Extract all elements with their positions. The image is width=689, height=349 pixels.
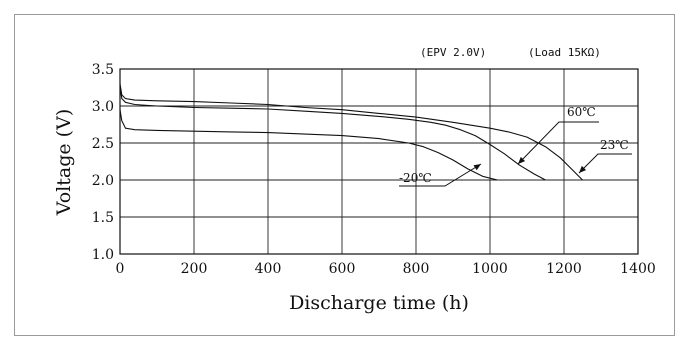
x-tick-label: 600 — [329, 261, 356, 277]
plot-area-border — [119, 68, 639, 255]
y-tick-label: 2.0 — [92, 173, 114, 189]
leader-23c — [578, 153, 632, 174]
series-minus20c — [119, 109, 498, 181]
series-23c — [119, 83, 583, 181]
leader-minus20c — [399, 163, 482, 187]
x-tick-label: 1400 — [620, 261, 656, 277]
leader-60c-arrowhead — [518, 156, 526, 164]
series-60c — [119, 87, 546, 181]
annotation-load: (Load 15KΩ) — [528, 46, 601, 59]
leader-60c — [517, 121, 599, 165]
series-label-23c: 23℃ — [600, 138, 629, 152]
grid — [119, 68, 639, 255]
x-tick-label: 1000 — [472, 261, 508, 277]
x-tick-label: 200 — [181, 261, 208, 277]
y-tick-label: 1.0 — [92, 247, 114, 263]
x-axis-title: Discharge time (h) — [289, 292, 469, 314]
y-axis-title: Voltage (V) — [53, 109, 75, 216]
x-tick-label: 800 — [403, 261, 430, 277]
y-tick-labels: 1.0 1.5 2.0 2.5 3.0 3.5 — [92, 62, 114, 263]
leader-minus20c-arrowhead — [473, 164, 481, 171]
series-label-60c: 60℃ — [567, 105, 596, 119]
y-tick-label: 2.5 — [92, 136, 114, 152]
series-label-minus20c: -20℃ — [399, 171, 432, 185]
y-tick-label: 1.5 — [92, 210, 114, 226]
x-tick-label: 1200 — [546, 261, 582, 277]
chart-frame — [14, 14, 675, 336]
x-tick-label: 400 — [255, 261, 282, 277]
y-tick-label: 3.0 — [92, 99, 114, 115]
x-tick-labels: 0 200 400 600 800 1000 1200 1400 — [116, 261, 656, 277]
annotation-epv: (EPV 2.0V) — [420, 46, 486, 59]
series-layer — [119, 83, 583, 181]
x-tick-label: 0 — [116, 261, 125, 277]
leader-23c-arrowhead — [579, 165, 587, 173]
label-leaders — [399, 121, 632, 187]
y-tick-label: 3.5 — [92, 62, 114, 78]
